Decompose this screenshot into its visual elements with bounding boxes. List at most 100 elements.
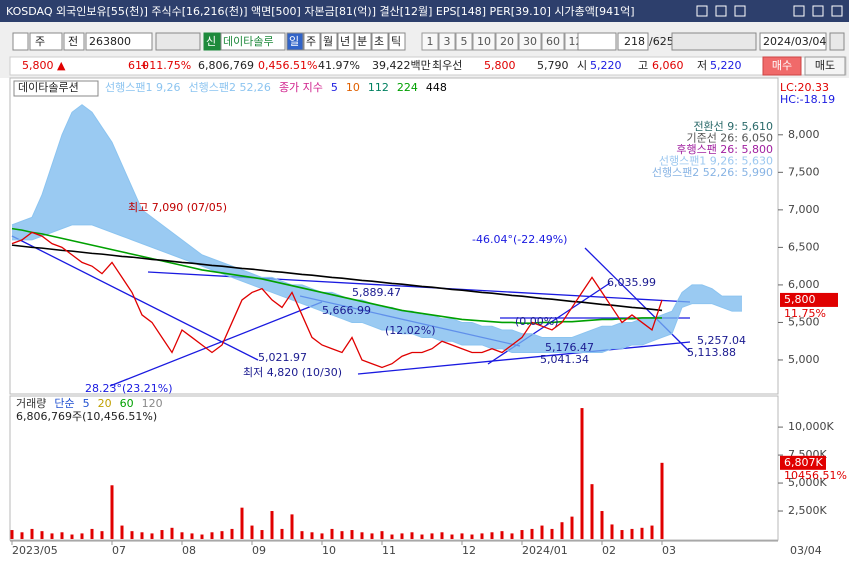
interval-button[interactable] <box>421 32 439 51</box>
icon[interactable] <box>734 5 746 17</box>
name-field[interactable] <box>220 32 286 51</box>
volume-bar <box>390 534 394 539</box>
volume-bar <box>230 528 234 539</box>
period-button[interactable] <box>320 32 338 51</box>
label: 10 <box>477 35 491 48</box>
label: 6,060 <box>652 59 684 72</box>
label: 09 <box>252 544 266 557</box>
interval-button[interactable] <box>518 32 542 51</box>
icon[interactable] <box>696 5 708 17</box>
volume-bar <box>640 527 644 539</box>
period-button[interactable] <box>354 32 372 51</box>
label: 주 <box>306 35 316 48</box>
label: 주 <box>35 35 45 48</box>
volume-bar <box>260 530 264 539</box>
label: 5,000K <box>788 476 827 489</box>
volume-bar <box>100 531 104 539</box>
label: 03 <box>662 544 676 557</box>
label: 데이타솔루션 <box>18 81 79 94</box>
icon-button[interactable] <box>671 32 757 51</box>
volume-pane <box>9 395 779 541</box>
interval-button[interactable] <box>472 32 496 51</box>
label: 거래량 <box>16 397 46 410</box>
label: 11.75% <box>784 307 826 320</box>
label: 초 <box>374 35 384 48</box>
label: 후행스팬 26: 5,800 <box>676 143 773 156</box>
icon[interactable] <box>831 5 843 17</box>
volume-bar <box>290 514 294 539</box>
volume-bar <box>600 511 604 539</box>
period-button[interactable] <box>337 32 355 51</box>
interval-button[interactable] <box>438 32 456 51</box>
label: 2023/05 <box>12 544 58 557</box>
close-line <box>11 231 663 369</box>
label: 6,806,769주(10,456.51%) <box>16 410 157 423</box>
icon[interactable] <box>793 5 805 17</box>
volume-bar <box>350 530 354 539</box>
label: 5,021.97 <box>258 351 307 364</box>
volume-bar <box>370 533 374 539</box>
label: 일 <box>289 34 299 48</box>
code-input[interactable] <box>85 32 153 51</box>
interval-button[interactable] <box>495 32 519 51</box>
label: 610 <box>128 59 149 72</box>
label: 5 <box>331 81 338 94</box>
volume-bar <box>140 532 144 539</box>
label: 저 <box>697 59 707 72</box>
volume-bar <box>70 534 74 539</box>
volume-bar <box>150 533 154 539</box>
legend-title-box <box>13 80 99 97</box>
buy-button[interactable] <box>762 56 802 76</box>
period-button[interactable] <box>388 32 406 51</box>
label: 07 <box>112 544 126 557</box>
icon-button[interactable] <box>12 32 29 51</box>
label: KOSDAQ 외국인보유[55(천)] 주식수[16,216(천)] 액면[50… <box>6 4 635 18</box>
label: (12.02%) <box>385 324 436 337</box>
volume-bar <box>110 485 114 539</box>
trend-line <box>584 247 691 353</box>
label: 39,422백만 <box>372 59 431 72</box>
label: 02 <box>602 544 616 557</box>
quote-bar <box>9 56 847 76</box>
period-button[interactable] <box>286 32 304 51</box>
badge <box>203 32 221 51</box>
dropdown[interactable] <box>29 32 63 51</box>
label: 6,035.99 <box>607 276 656 289</box>
button[interactable] <box>63 32 85 51</box>
label: 5,889.47 <box>352 286 401 299</box>
icon[interactable] <box>812 5 824 17</box>
label: 5,800 ▲ <box>22 59 66 72</box>
label: 기준선 26: 6,050 <box>686 132 773 145</box>
volume-tag <box>780 455 826 470</box>
trend-line <box>357 341 691 375</box>
label: 3 <box>444 35 451 48</box>
interval-button[interactable] <box>541 32 565 51</box>
icon[interactable] <box>715 5 727 17</box>
label: 6,000 <box>788 278 820 291</box>
volume-bar <box>580 408 584 539</box>
icon-button[interactable] <box>155 32 201 51</box>
dropdown[interactable] <box>577 32 617 51</box>
icon-button[interactable] <box>829 32 845 51</box>
label: 112 <box>368 81 389 94</box>
volume-bar <box>470 534 474 539</box>
volume-bar <box>180 532 184 539</box>
label: LC:20.33 <box>780 81 829 94</box>
window-icons[interactable] <box>696 5 843 17</box>
label: 60 <box>120 397 134 410</box>
volume-bar <box>320 533 324 539</box>
volume-bar <box>330 528 334 539</box>
interval-button[interactable] <box>455 32 473 51</box>
label: 03/04 <box>790 544 822 557</box>
count-input[interactable] <box>617 32 649 51</box>
period-button[interactable] <box>371 32 389 51</box>
period-button[interactable] <box>303 32 321 51</box>
sell-button[interactable] <box>804 56 846 76</box>
ma-line <box>11 227 662 324</box>
label: 5,257.04 <box>697 334 746 347</box>
volume-bar <box>220 531 224 539</box>
volume-bar <box>190 533 194 539</box>
label: 10 <box>346 81 360 94</box>
date-input[interactable] <box>759 32 827 51</box>
